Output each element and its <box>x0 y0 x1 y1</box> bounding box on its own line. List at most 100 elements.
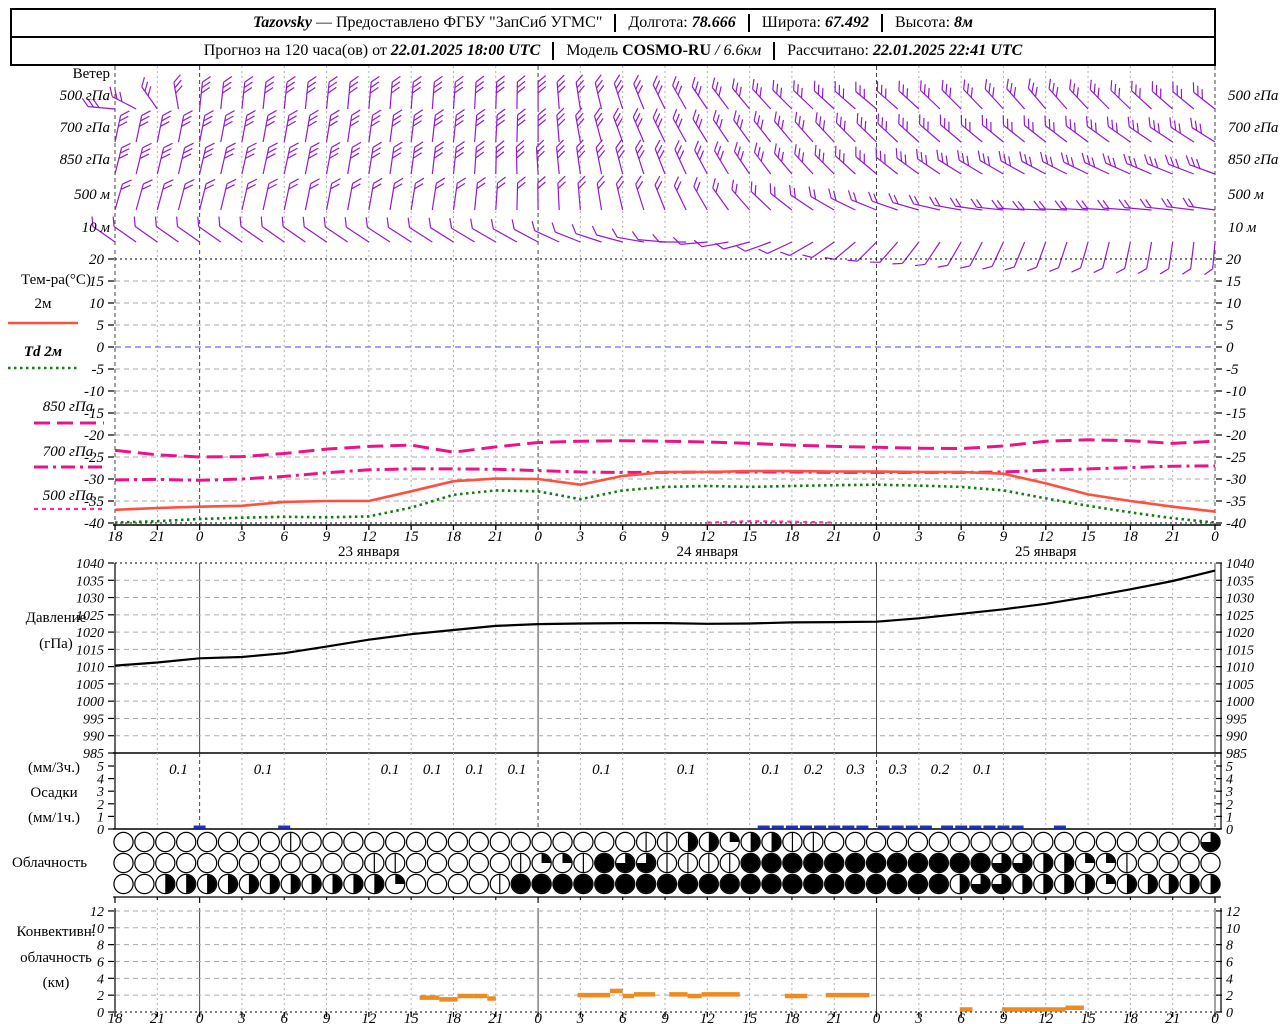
svg-text:0: 0 <box>97 340 105 356</box>
calc-info: Рассчитано: 22.01.2025 22:41 UTC <box>773 42 1034 60</box>
svg-text:3: 3 <box>96 785 104 800</box>
cloud-cover-symbol <box>824 831 845 853</box>
svg-text:-15: -15 <box>84 406 104 422</box>
svg-text:1: 1 <box>1226 810 1233 825</box>
svg-text:20: 20 <box>89 252 105 268</box>
cloud-cover-symbol <box>426 873 448 895</box>
cloud-cover-symbol <box>259 831 280 853</box>
svg-text:0.3: 0.3 <box>846 762 865 778</box>
svg-text:6: 6 <box>1226 955 1233 970</box>
wind-level-10m-left: 10 м <box>81 220 110 236</box>
svg-text:18: 18 <box>108 1011 124 1024</box>
cloud-cover-symbol <box>405 852 427 874</box>
cloud-cover-symbol <box>907 831 929 853</box>
svg-text:10: 10 <box>1226 922 1240 937</box>
precip-units-3h: (мм/3ч.) <box>28 760 80 776</box>
svg-text:9: 9 <box>661 529 669 545</box>
precip-units-1h: (мм/1ч.) <box>28 810 80 826</box>
precip-hourly-bar <box>891 825 904 829</box>
svg-text:6: 6 <box>619 1011 627 1024</box>
cloud-cover-symbol <box>405 873 427 895</box>
svg-text:21: 21 <box>488 1011 503 1024</box>
svg-text:24 января: 24 января <box>676 544 738 560</box>
cloud-cover-symbol <box>134 852 155 874</box>
svg-text:2: 2 <box>1226 798 1233 813</box>
svg-text:18: 18 <box>784 529 800 545</box>
svg-text:12: 12 <box>700 1011 716 1024</box>
svg-text:15: 15 <box>404 529 420 545</box>
altitude-value: 8м <box>954 14 973 31</box>
cloud-cover-symbol <box>552 831 573 853</box>
station-name: Tazovsky <box>253 14 312 31</box>
svg-text:9: 9 <box>1000 529 1008 545</box>
model-name: COSMO-RU <box>622 42 712 59</box>
cloud-cover-symbol <box>468 831 489 853</box>
svg-text:1000: 1000 <box>76 695 104 710</box>
svg-text:18: 18 <box>446 1011 462 1024</box>
cloud-cover-symbol <box>447 831 469 853</box>
svg-text:985: 985 <box>83 747 104 762</box>
cloud-cover-symbol <box>531 831 552 853</box>
svg-text:21: 21 <box>827 529 842 545</box>
svg-text:18: 18 <box>1123 529 1139 545</box>
precip-hourly-bar <box>757 825 770 829</box>
wind-level-700hpa-left: 700 гПа <box>59 120 110 136</box>
svg-text:0.1: 0.1 <box>381 762 400 778</box>
precip-hourly-bar <box>905 825 918 829</box>
temperature-panel-title: Тем-ра(°C) <box>21 272 91 288</box>
temperature-legend-samples <box>8 321 104 511</box>
svg-text:12: 12 <box>1038 529 1054 545</box>
wind-level-500m-left: 500 м <box>74 187 110 203</box>
svg-text:15: 15 <box>89 274 105 290</box>
svg-text:12: 12 <box>90 905 104 920</box>
precipitation-panel: 5 54 43 32 21 10 00.1 0.1 0.1 0.1 0.1 0.1 0.1 0.1 0.1 0… <box>96 753 1233 838</box>
svg-text:4: 4 <box>97 773 104 788</box>
latitude-value: 67.492 <box>824 14 869 31</box>
legend-t500: 500 гПа <box>42 488 94 504</box>
wind-level-850hpa-left: 850 гПа <box>59 152 110 168</box>
cloud-cover-symbol <box>865 831 887 853</box>
svg-text:25 января: 25 января <box>1015 544 1077 560</box>
svg-text:0.1: 0.1 <box>465 762 484 778</box>
svg-text:1: 1 <box>97 810 104 825</box>
svg-text:0.1: 0.1 <box>254 762 273 778</box>
svg-text:1015: 1015 <box>76 643 104 658</box>
svg-text:15: 15 <box>742 529 758 545</box>
cloud-cover-symbol <box>113 831 134 853</box>
wind-level-500hpa-right: 500 гПа <box>1228 88 1279 104</box>
cloud-cover-symbol <box>113 873 134 895</box>
svg-text:12: 12 <box>1226 905 1240 920</box>
cloud-cover-symbol <box>1179 831 1200 853</box>
precip-hourly-bar <box>828 825 841 829</box>
cloudiness-panel <box>113 831 1221 903</box>
svg-text:6: 6 <box>957 1011 965 1024</box>
svg-text:-35: -35 <box>84 494 104 510</box>
cloud-cover-symbol <box>238 831 260 853</box>
svg-text:10: 10 <box>90 922 104 937</box>
svg-text:985: 985 <box>1226 747 1247 762</box>
svg-text:-30: -30 <box>1226 472 1246 488</box>
wind-level-500hpa-left: 500 гПа <box>59 88 110 104</box>
header-box: Tazovsky — Предоставлено ФГБУ "ЗапСиб УГ… <box>10 8 1216 66</box>
svg-text:15: 15 <box>404 1011 420 1024</box>
svg-text:21: 21 <box>150 529 165 545</box>
svg-text:4: 4 <box>97 972 104 987</box>
svg-text:4: 4 <box>1226 773 1233 788</box>
svg-text:0.1: 0.1 <box>677 762 696 778</box>
header-row-station: Tazovsky — Предоставлено ФГБУ "ЗапСиб УГ… <box>12 10 1214 38</box>
cloud-cover-symbol <box>447 852 469 874</box>
precip-hourly-bar <box>955 825 968 829</box>
cloud-cover-symbol <box>364 831 385 853</box>
cloud-cover-symbol <box>322 831 343 853</box>
svg-text:1020: 1020 <box>1226 626 1254 641</box>
svg-text:1010: 1010 <box>1226 661 1254 676</box>
wind-panel-title: Ветер <box>72 66 110 82</box>
svg-text:0.1: 0.1 <box>508 762 527 778</box>
svg-text:0.1: 0.1 <box>169 762 188 778</box>
cloud-cover-symbol <box>196 831 218 853</box>
svg-text:21: 21 <box>150 1011 165 1024</box>
svg-text:5: 5 <box>97 760 104 775</box>
cloud-cover-symbol <box>1116 831 1138 853</box>
